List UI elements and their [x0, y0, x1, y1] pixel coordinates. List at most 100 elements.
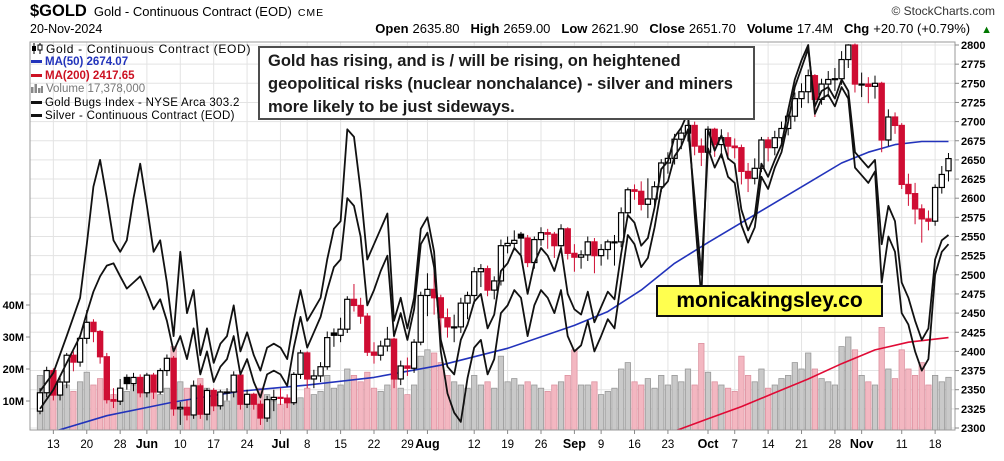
svg-text:23: 23	[662, 439, 675, 451]
svg-text:13: 13	[47, 439, 60, 451]
svg-text:28: 28	[829, 439, 842, 451]
legend-label: MA(200) 2417.65	[45, 69, 135, 82]
open-label: Open	[375, 21, 409, 36]
svg-text:16: 16	[628, 439, 641, 451]
svg-text:11: 11	[896, 439, 908, 451]
high-label: High	[470, 21, 500, 36]
svg-text:30M: 30M	[3, 332, 24, 344]
svg-text:20M: 20M	[3, 364, 24, 376]
legend-row-gold-bugs: Gold Bugs Index - NYSE Arca 303.2	[31, 97, 251, 110]
chart-header: $GOLD Gold - Continuous Contract (EOD) CME	[30, 2, 324, 21]
svg-text:8: 8	[304, 439, 310, 451]
svg-text:14: 14	[762, 439, 775, 451]
watermark-text: monicakingsley.co	[676, 289, 863, 312]
svg-text:2600: 2600	[961, 193, 985, 205]
line-swatch-icon	[31, 73, 42, 77]
svg-text:Nov: Nov	[850, 437, 874, 451]
legend-label: Gold Bugs Index - NYSE Arca 303.2	[45, 96, 240, 109]
svg-text:10: 10	[174, 439, 187, 451]
watermark-badge: monicakingsley.co	[656, 285, 883, 317]
low-value: 2621.90	[591, 21, 639, 36]
legend-row-volume: Volume 17,378,000	[31, 83, 251, 96]
x-axis-labels: 13 20 28 Jun 10 17 24 Jul 8 15 22 29 Aug 12 19 26 Sep 9 16…	[47, 430, 942, 451]
svg-text:2350: 2350	[961, 385, 985, 397]
svg-text:7: 7	[732, 439, 738, 451]
svg-text:2325: 2325	[961, 404, 985, 416]
svg-text:15: 15	[334, 439, 347, 451]
overlay-line-0	[39, 44, 950, 410]
volume-value: 17.4M	[796, 21, 833, 36]
exchange-label: CME	[297, 7, 325, 19]
svg-text:26: 26	[535, 439, 548, 451]
svg-text:28: 28	[114, 439, 127, 451]
svg-text:2625: 2625	[961, 174, 985, 186]
legend-label: Gold - Continuous Contract (EOD)	[46, 42, 252, 56]
low-label: Low	[561, 21, 588, 36]
svg-text:2400: 2400	[961, 346, 985, 358]
legend-row-ma200: MA(200) 2417.65	[31, 70, 251, 83]
chart-legend: Gold - Continuous Contract (EOD) MA(50) …	[31, 42, 252, 123]
ticker-symbol: $GOLD	[30, 2, 87, 20]
svg-text:10M: 10M	[3, 396, 24, 408]
svg-text:Aug: Aug	[415, 437, 439, 451]
svg-text:18: 18	[929, 439, 942, 451]
svg-text:2425: 2425	[961, 327, 985, 339]
svg-text:Jun: Jun	[136, 437, 158, 451]
stockcharts-copyright: © StockCharts.com	[891, 4, 995, 18]
candlestick-icon	[31, 43, 43, 57]
svg-text:2750: 2750	[961, 78, 985, 90]
svg-text:22: 22	[368, 439, 381, 451]
svg-text:2675: 2675	[961, 136, 985, 148]
svg-text:2700: 2700	[961, 117, 985, 129]
volume-histogram-icon	[31, 83, 43, 97]
chg-value: +20.70 (+0.79%)	[873, 21, 971, 36]
svg-text:9: 9	[598, 439, 604, 451]
svg-text:2775: 2775	[961, 59, 985, 71]
volume-bars	[36, 326, 952, 430]
overlay-line-1	[39, 47, 950, 423]
ma200-line	[675, 336, 949, 430]
svg-text:2475: 2475	[961, 289, 985, 301]
svg-text:Oct: Oct	[698, 437, 720, 451]
up-triangle-icon: ▲	[981, 24, 992, 36]
svg-text:20: 20	[80, 439, 93, 451]
svg-text:2550: 2550	[961, 232, 985, 244]
legend-label: Silver - Continuous Contract (EOD)	[45, 109, 235, 122]
svg-text:24: 24	[241, 439, 254, 451]
svg-text:2800: 2800	[961, 40, 985, 52]
legend-row-silver: Silver - Continuous Contract (EOD)	[31, 110, 251, 123]
svg-text:19: 19	[501, 439, 514, 451]
chg-label: Chg	[843, 21, 870, 36]
svg-text:17: 17	[207, 439, 220, 451]
candles-layer	[36, 43, 952, 425]
annotation-text: Gold has rising, and is / will be rising…	[268, 52, 733, 116]
legend-row-gold: Gold - Continuous Contract (EOD)	[31, 42, 252, 57]
legend-label: Volume 17,378,000	[46, 83, 146, 96]
svg-text:29: 29	[401, 439, 414, 451]
svg-text:2525: 2525	[961, 251, 985, 263]
svg-text:40M: 40M	[3, 300, 24, 312]
svg-text:2500: 2500	[961, 270, 985, 282]
volume-label: Volume	[746, 21, 793, 36]
svg-text:2375: 2375	[961, 366, 985, 378]
legend-label: MA(50) 2674.07	[45, 56, 129, 69]
legend-row-ma50: MA(50) 2674.07	[31, 56, 251, 69]
svg-text:2575: 2575	[961, 212, 985, 224]
svg-text:2450: 2450	[961, 308, 985, 320]
svg-text:2300: 2300	[961, 423, 985, 435]
chart-date: 20-Nov-2024	[30, 22, 103, 36]
annotation-box: Gold has rising, and is / will be rising…	[258, 46, 755, 120]
line-swatch-icon	[31, 100, 42, 104]
svg-text:Sep: Sep	[563, 437, 586, 451]
line-swatch-icon	[31, 113, 42, 117]
svg-text:12: 12	[468, 439, 481, 451]
close-value: 2651.70	[688, 21, 736, 36]
quote-summary: Open 2635.80 High 2659.00 Low 2621.90 Close 265…	[375, 21, 992, 36]
svg-text:Jul: Jul	[271, 437, 289, 451]
svg-text:21: 21	[795, 439, 808, 451]
close-label: Close	[649, 21, 685, 36]
svg-text:2725: 2725	[961, 97, 985, 109]
volume-axis-labels: 10M 20M 30M 40M	[3, 300, 30, 408]
